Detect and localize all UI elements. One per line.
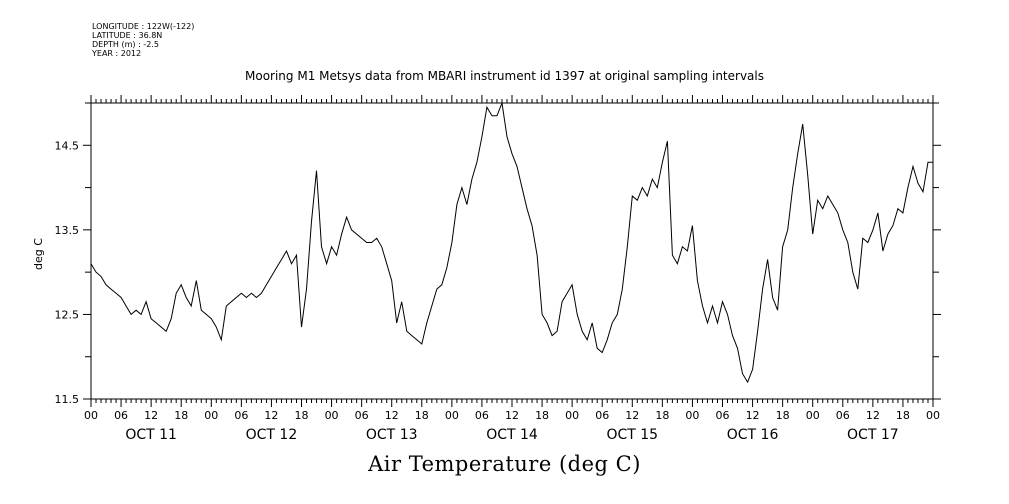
x-tick-label: 06 <box>836 409 850 422</box>
x-tick-label: 18 <box>896 409 910 422</box>
x-tick-label: 12 <box>746 409 760 422</box>
x-date-label: OCT 13 <box>366 427 418 443</box>
y-tick-label: 14.5 <box>55 139 80 152</box>
x-tick-label: 06 <box>234 409 248 422</box>
x-date-label: OCT 11 <box>125 427 177 443</box>
x-date-label: OCT 14 <box>486 427 538 443</box>
x-tick-label: 00 <box>84 409 98 422</box>
x-tick-label: 18 <box>655 409 669 422</box>
x-tick-label: 18 <box>776 409 790 422</box>
x-tick-label: 06 <box>114 409 128 422</box>
x-tick-label: 18 <box>535 409 549 422</box>
x-date-label: OCT 12 <box>246 427 298 443</box>
x-date-label: OCT 15 <box>606 427 658 443</box>
air-temperature-series-line <box>90 101 933 384</box>
y-tick-label: 13.5 <box>55 224 80 237</box>
x-tick-label: 12 <box>385 409 399 422</box>
x-tick-label: 18 <box>174 409 188 422</box>
x-tick-label: 06 <box>716 409 730 422</box>
meta-year: YEAR : 2012 <box>92 49 142 58</box>
x-tick-label: 00 <box>325 409 339 422</box>
x-tick-label: 12 <box>144 409 158 422</box>
x-tick-label: 18 <box>415 409 429 422</box>
plot-frame <box>90 102 934 400</box>
meta-depth: DEPTH (m) : -2.5 <box>92 40 159 49</box>
x-tick-label: 00 <box>445 409 459 422</box>
x-tick-label: 12 <box>866 409 880 422</box>
location-metadata: LONGITUDE : 122W(-122) LATITUDE : 36.8N DE… <box>92 22 194 58</box>
x-tick-label: 06 <box>355 409 369 422</box>
y-axis-title: deg C <box>32 238 45 270</box>
x-tick-label: 00 <box>926 409 940 422</box>
x-tick-label: 00 <box>565 409 579 422</box>
x-tick-label: 00 <box>685 409 699 422</box>
x-tick-label: 00 <box>204 409 218 422</box>
x-tick-label: 06 <box>475 409 489 422</box>
x-tick-label: 06 <box>595 409 609 422</box>
meta-longitude: LONGITUDE : 122W(-122) <box>92 22 195 31</box>
chart-title: Mooring M1 Metsys data from MBARI instru… <box>245 69 764 83</box>
x-tick-label: 18 <box>295 409 309 422</box>
x-tick-label: 12 <box>264 409 278 422</box>
y-tick-label: 11.5 <box>55 393 80 406</box>
y-tick-label: 12.5 <box>55 308 80 321</box>
x-date-label: OCT 16 <box>727 427 779 443</box>
x-date-label: OCT 17 <box>847 427 899 443</box>
x-tick-label: 12 <box>505 409 519 422</box>
x-tick-label: 00 <box>806 409 820 422</box>
x-tick-label: 12 <box>625 409 639 422</box>
meta-latitude: LATITUDE : 36.8N <box>92 31 163 40</box>
x-axis-title: Air Temperature (deg C) <box>368 452 641 476</box>
